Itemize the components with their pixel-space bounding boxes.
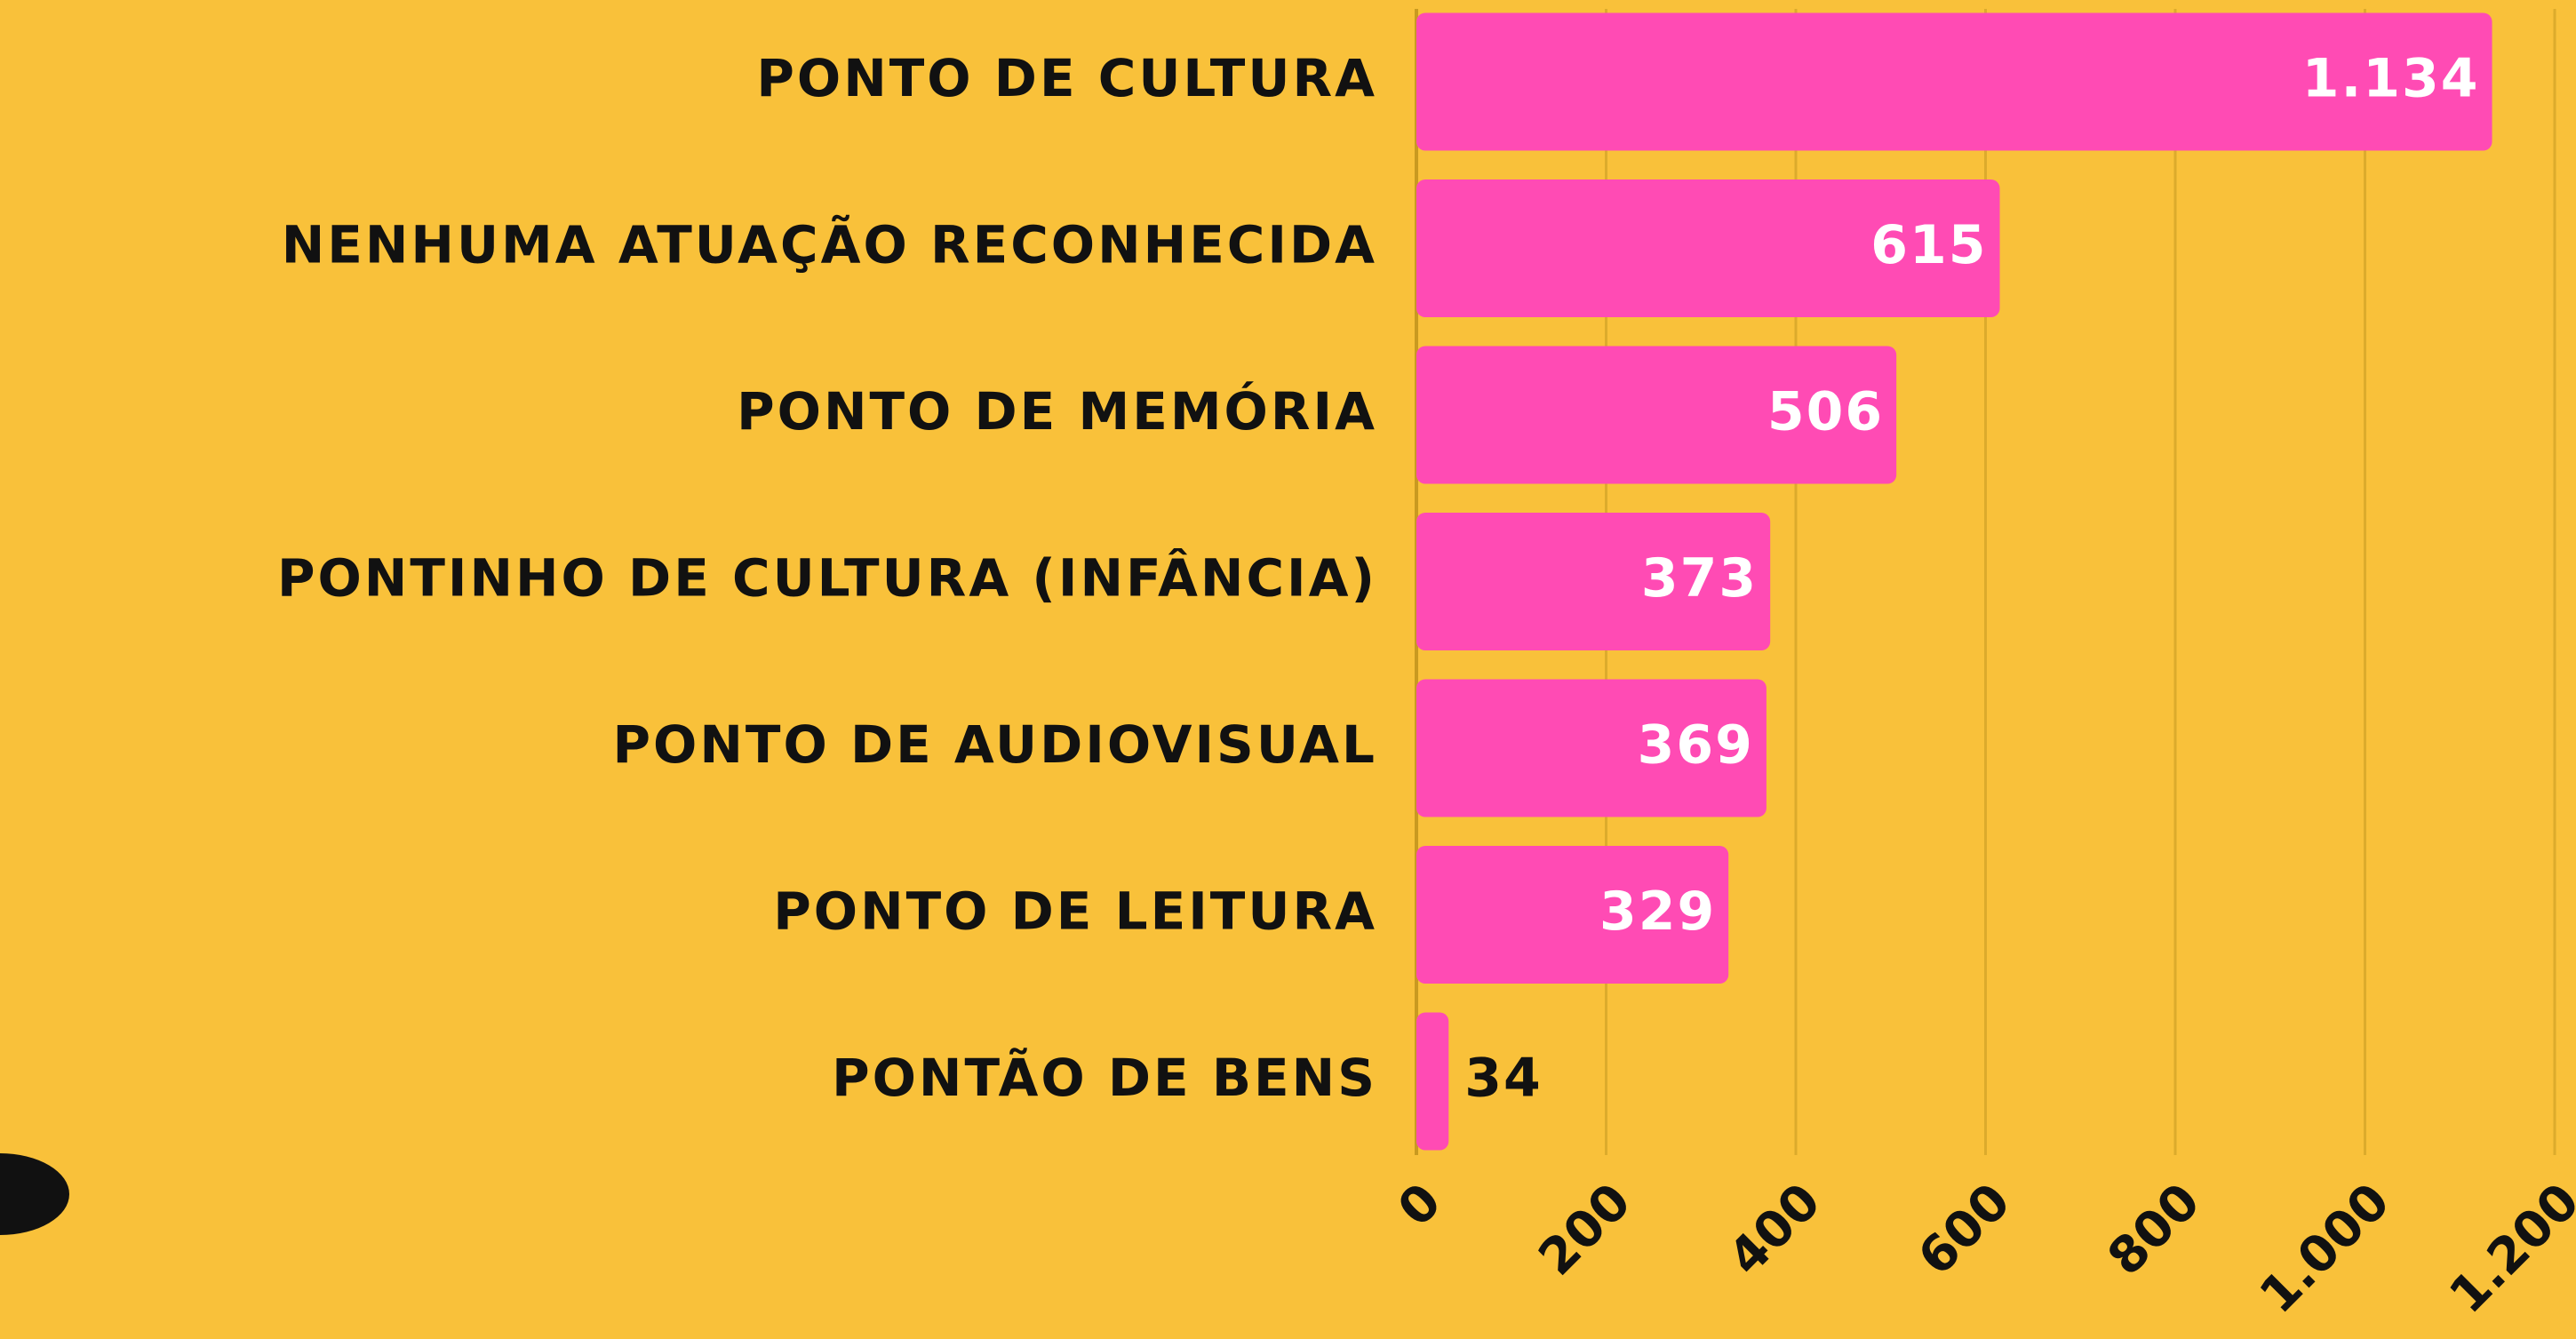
decoration-blob bbox=[0, 1153, 69, 1235]
category-label: PONTINHO DE CULTURA (INFÂNCIA) bbox=[277, 547, 1377, 609]
x-tick-label: 0 bbox=[1387, 1173, 1453, 1239]
value-label: 1.134 bbox=[2302, 48, 2480, 110]
value-label: 34 bbox=[1464, 1048, 1543, 1110]
bar bbox=[1416, 179, 2000, 317]
category-label: PONTO DE MEMÓRIA bbox=[737, 380, 1377, 442]
value-label: 615 bbox=[1870, 214, 1987, 276]
value-label: 329 bbox=[1599, 881, 1716, 943]
category-label: PONTÃO DE BENS bbox=[832, 1047, 1377, 1108]
x-tick-label: 200 bbox=[1527, 1173, 1642, 1287]
bar bbox=[1416, 846, 1729, 984]
bar bbox=[1416, 1012, 1449, 1151]
category-label: PONTO DE CULTURA bbox=[756, 48, 1377, 108]
bar bbox=[1416, 679, 1767, 817]
x-tick-label: 800 bbox=[2097, 1173, 2212, 1287]
value-label: 506 bbox=[1767, 381, 1884, 443]
bar bbox=[1416, 513, 1771, 650]
bar bbox=[1416, 346, 1897, 484]
category-label: PONTO DE LEITURA bbox=[773, 881, 1377, 942]
x-tick-label: 1.200 bbox=[2438, 1173, 2576, 1325]
category-label: PONTO DE AUDIOVISUAL bbox=[613, 714, 1377, 775]
value-label: 373 bbox=[1641, 547, 1758, 610]
x-tick-label: 600 bbox=[1907, 1173, 2022, 1287]
category-label: NENHUMA ATUAÇÃO RECONHECIDA bbox=[282, 214, 1377, 275]
value-label: 369 bbox=[1638, 714, 1754, 777]
bar bbox=[1416, 12, 2492, 151]
x-tick-label: 1.000 bbox=[2249, 1173, 2401, 1325]
x-tick-label: 400 bbox=[1718, 1173, 1832, 1287]
